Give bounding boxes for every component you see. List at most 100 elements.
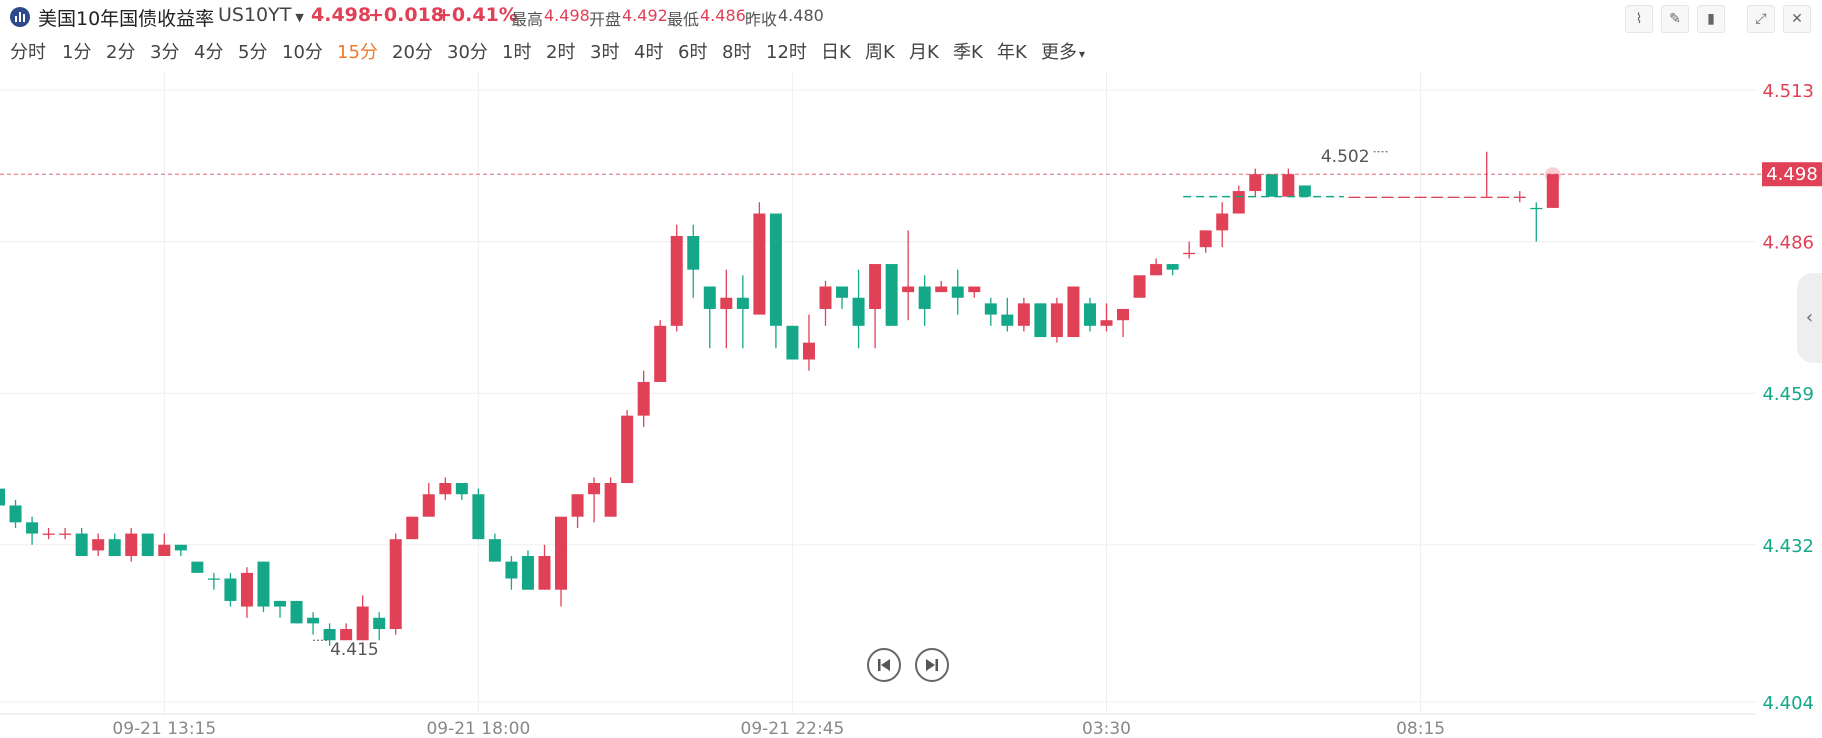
candle-body-86: [1414, 196, 1427, 198]
period-tab-12[interactable]: 3时: [590, 42, 620, 63]
candle-body-91: [1497, 196, 1510, 198]
candle-body-22: [356, 606, 369, 641]
high-value: 4.498: [544, 6, 590, 25]
more-arrow-icon: ▾: [1079, 47, 1086, 61]
x-tick-label-3: 03:30: [1082, 719, 1131, 738]
period-tab-3[interactable]: 3分: [150, 42, 180, 63]
candle-body-85: [1398, 196, 1411, 198]
x-tick-label-2: 09-21 22:45: [741, 719, 845, 738]
period-tab-9[interactable]: 30分: [447, 42, 488, 63]
line-style-icon[interactable]: ⌇: [1625, 5, 1653, 33]
candle-body-70: [1150, 264, 1163, 276]
candle-body-76: [1249, 174, 1262, 192]
candle-body-60: [984, 303, 997, 315]
candlestick-icon[interactable]: ▮: [1697, 5, 1725, 33]
candle-body-4: [59, 533, 72, 535]
candle-body-90: [1480, 196, 1493, 198]
side-panel-toggle[interactable]: ‹: [1797, 273, 1822, 363]
period-tab-7[interactable]: 15分: [337, 42, 378, 63]
candle-body-59: [968, 286, 981, 293]
candle-body-38: [621, 415, 634, 484]
price-change: +0.018: [368, 4, 445, 26]
period-tab-15[interactable]: 8时: [722, 42, 752, 63]
period-tab-16[interactable]: 12时: [766, 42, 807, 63]
draw-icon[interactable]: ✎: [1661, 5, 1689, 33]
period-tab-0[interactable]: 分时: [10, 42, 46, 63]
candle-body-5: [75, 533, 88, 557]
candle-body-51: [836, 286, 849, 298]
candle-body-34: [555, 516, 568, 590]
period-tab-5[interactable]: 5分: [238, 42, 268, 63]
candle-body-31: [505, 561, 518, 579]
price-change-percent: +0.41%: [436, 4, 518, 26]
candle-body-28: [455, 483, 468, 495]
current-price-tag: [1762, 162, 1822, 187]
candle-body-43: [703, 286, 716, 309]
candle-body-50: [819, 286, 832, 309]
candle-body-78: [1282, 174, 1295, 197]
period-tab-22[interactable]: 更多 ▾: [1041, 42, 1086, 63]
open-value: 4.492: [622, 6, 668, 25]
candle-body-87: [1431, 196, 1444, 198]
candle-body-45: [736, 297, 749, 309]
header-bar: 美国10年国债收益率 US10YT ▼ 4.498 +0.018 +0.41% 最…: [0, 0, 1822, 33]
candle-body-36: [588, 483, 601, 495]
y-tick-label-1: 4.486: [1762, 233, 1814, 254]
candle-body-40: [654, 325, 667, 382]
candle-body-73: [1199, 230, 1212, 248]
close-icon[interactable]: ✕: [1783, 5, 1811, 33]
candle-body-8: [125, 533, 138, 557]
candle-body-37: [604, 483, 617, 517]
skip-forward-icon[interactable]: [915, 648, 949, 682]
candle-body-27: [439, 483, 452, 495]
candle-body-23: [373, 617, 386, 630]
chevron-down-icon: ▼: [295, 11, 304, 24]
period-tab-8[interactable]: 20分: [392, 42, 433, 63]
period-tab-1[interactable]: 1分: [62, 42, 92, 63]
candle-body-3: [42, 533, 55, 535]
candle-body-46: [753, 213, 766, 315]
current-price-glow: [1544, 167, 1561, 184]
candle-body-61: [1001, 314, 1014, 326]
min-label: 4.415: [330, 640, 379, 660]
candle-body-75: [1232, 191, 1245, 214]
candle-body-49: [802, 342, 815, 360]
y-tick-label-2: 4.459: [1762, 384, 1814, 405]
candle-body-0: [0, 488, 5, 506]
candle-body-53: [869, 264, 882, 309]
candle-body-24: [389, 539, 402, 630]
period-tab-4[interactable]: 4分: [194, 42, 224, 63]
candle-body-14: [224, 578, 237, 601]
period-tab-13[interactable]: 4时: [634, 42, 664, 63]
period-tab-19[interactable]: 月K: [909, 42, 939, 63]
y-tick-label-0: 4.513: [1762, 81, 1814, 102]
period-tab-21[interactable]: 年K: [997, 42, 1027, 63]
skip-back-icon[interactable]: [867, 648, 901, 682]
candle-body-84: [1381, 196, 1394, 198]
period-tab-10[interactable]: 1时: [502, 42, 532, 63]
candlestick-chart[interactable]: 4.498 4.502 4.415 4.513 4.486 4.459 4.432 4.40…: [0, 72, 1822, 738]
period-tab-6[interactable]: 10分: [282, 42, 323, 63]
candle-body-35: [571, 494, 584, 517]
candle-body-41: [670, 235, 683, 326]
period-tab-14[interactable]: 6时: [678, 42, 708, 63]
expand-icon[interactable]: ⤢: [1747, 5, 1775, 33]
low-value: 4.486: [700, 6, 746, 25]
candles: [0, 151, 1559, 646]
period-tab-20[interactable]: 季K: [953, 42, 983, 63]
max-label: 4.502: [1321, 147, 1370, 167]
candle-body-89: [1464, 196, 1477, 198]
period-tab-18[interactable]: 周K: [865, 42, 895, 63]
high-label: 最高: [511, 10, 544, 29]
candle-body-9: [141, 533, 154, 557]
candle-body-6: [92, 539, 105, 551]
candle-body-92: [1513, 196, 1526, 198]
period-tab-11[interactable]: 2时: [546, 42, 576, 63]
period-tab-17[interactable]: 日K: [821, 42, 851, 63]
candle-body-1: [9, 505, 22, 523]
candle-body-79: [1298, 185, 1311, 197]
candle-body-93: [1530, 207, 1543, 210]
symbol-selector[interactable]: US10YT ▼: [218, 4, 304, 26]
period-tab-2[interactable]: 2分: [106, 42, 136, 63]
candle-body-68: [1117, 308, 1130, 321]
